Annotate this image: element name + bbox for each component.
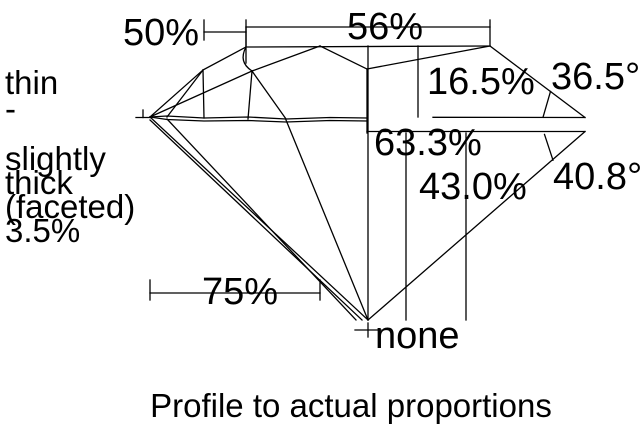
- svg-text:56%: 56%: [347, 6, 423, 48]
- svg-text:3.5%: 3.5%: [5, 212, 80, 249]
- svg-text:50%: 50%: [123, 12, 199, 54]
- svg-text:63.3%: 63.3%: [374, 122, 482, 164]
- svg-text:-: -: [5, 90, 16, 127]
- svg-text:36.5°: 36.5°: [551, 56, 640, 98]
- svg-text:43.0%: 43.0%: [419, 166, 527, 208]
- svg-text:75%: 75%: [202, 271, 278, 313]
- svg-text:16.5%: 16.5%: [427, 61, 535, 103]
- svg-text:40.8°: 40.8°: [553, 156, 640, 198]
- svg-text:Profile to actual proportions: Profile to actual proportions: [150, 387, 552, 424]
- svg-text:none: none: [375, 315, 460, 357]
